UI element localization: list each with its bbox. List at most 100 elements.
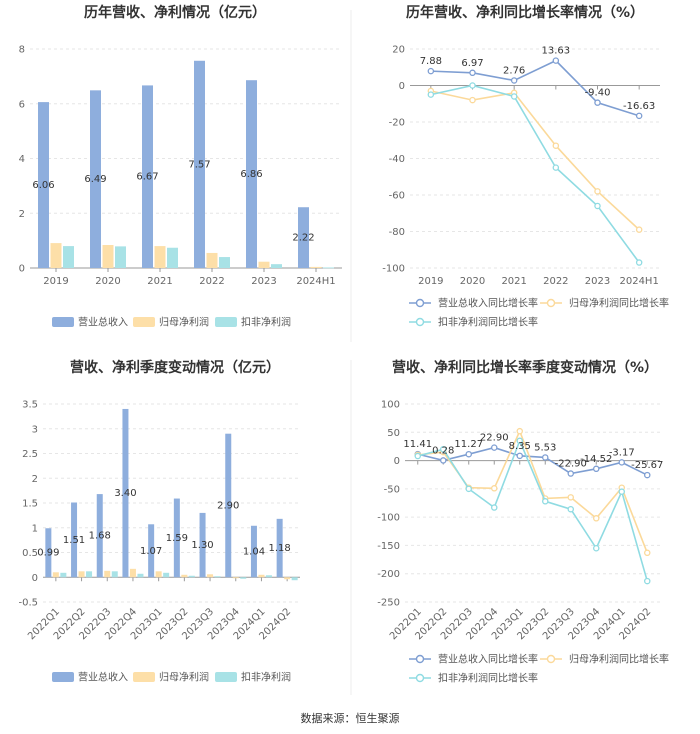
chart-2-y-tick-label: 20 [392,45,405,56]
chart-1-bar-2 [310,266,322,268]
chart-3-bar-3 [163,572,170,578]
chart-3-bar-1 [122,408,129,578]
chart-2-series-point-2 [469,96,476,104]
chart-1-bar-data-label: 6.86 [240,169,262,180]
chart-3-bar-3 [86,571,93,578]
chart-3-bar-1 [45,528,52,578]
chart-4-series-point-3 [465,485,472,493]
chart-3-y-tick-label: 3 [32,424,38,435]
data-source-footer: 数据来源：恒生聚源 [301,711,400,725]
chart-3-bar-1 [250,525,257,578]
chart-2-series-point-3 [469,82,476,89]
chart-3-y-tick-label: 2.5 [22,449,38,460]
chart-4-legend-label: 归母净利润同比增长率 [569,653,669,666]
chart-3-legend-label: 扣非净利润 [241,671,291,684]
chart-1-bar-1 [142,85,153,268]
chart-4-line-data-label: -3.17 [609,447,635,458]
chart-1-bar-2 [154,246,166,268]
chart-3-bar-data-label: 1.07 [140,546,162,557]
chart-4-legend-marker [415,654,425,664]
chart-4-y-tick-label: -150 [377,541,400,552]
chart-3-legend-swatch [52,672,74,682]
chart-3-title: 营收、净利季度变动情况（亿元） [70,359,280,376]
chart-3-bar-data-label: 1.51 [63,535,85,546]
chart-2-series-line-2 [430,90,640,231]
chart-4-series-line-1 [417,446,648,476]
chart-4-series-point-2 [567,494,575,501]
chart-2-series-point-3 [552,164,560,171]
chart-1-y-tick-label: 4 [19,154,25,165]
chart-4-line-data-label: -14.52 [580,454,612,465]
chart-4-series-point-2 [593,515,600,522]
chart-4-y-tick-label: -100 [377,513,400,524]
chart-1-bar-data-label: 6.67 [136,172,158,183]
chart-3-y-tick-label: -0.5 [18,598,38,609]
chart-3-bar-data-label: 1.59 [166,533,188,544]
chart-3-bar-data-label: 1.04 [243,547,265,558]
chart-3-bar-2 [52,572,59,578]
chart-4-series-point-3 [516,437,524,445]
chart-3-bar-1 [276,518,283,578]
chart-4-line-data-label: 0.28 [432,445,454,456]
chart-4-y-tick-label: -200 [377,569,400,580]
chart-2-series-point-1 [635,112,643,120]
chart-1-bar-1 [246,80,257,269]
chart-1-x-tick-label: 2020 [95,276,120,287]
chart-2-y-tick-label: -60 [389,191,405,202]
chart-4-series-point-1 [439,457,447,464]
chart-1-legend-label: 归母净利润 [159,316,209,329]
chart-3-bar-1 [173,498,180,578]
chart-1-bar-1 [298,207,309,268]
chart-2-legend-label: 归母净利润同比增长率 [569,297,669,310]
chart-4-series-point-1 [542,454,549,461]
chart-2-series-line-1 [430,59,640,117]
chart-3-bar-3 [240,577,247,579]
chart-3-bar-data-label: 0.99 [37,548,59,559]
chart-4-legend-label: 扣非净利润同比增长率 [438,672,538,685]
chart-3-y-tick-label: 0 [32,573,38,584]
chart-2-x-tick-label: 2019 [418,276,443,287]
chart-3-bar-2 [78,571,85,578]
chart-3-bar-1 [148,524,155,578]
chart-3-bar-2 [232,577,239,579]
chart-2-line-data-label: -16.63 [623,101,655,112]
chart-4-series-point-2 [490,485,498,492]
chart-4-series-point-1 [593,465,600,473]
chart-3-bar-1 [225,433,232,578]
chart-3-bar-1 [71,502,78,578]
chart-4-series-point-1 [490,444,498,451]
chart-4-y-tick-label: 100 [381,400,400,411]
chart-2-series-point-2 [635,226,643,233]
chart-1-bar-1 [90,90,101,269]
chart-2-line-data-label: 13.63 [542,46,571,57]
chart-3-bar-data-label: 3.40 [114,488,136,499]
chart-1-y-tick-label: 6 [19,99,25,110]
chart-2-legend-label: 营业总收入同比增长率 [438,297,538,310]
chart-2-x-tick-label: 2021 [501,276,526,287]
chart-3-y-tick-label: 0.5 [22,548,38,559]
chart-2-y-tick-label: -20 [389,118,405,129]
chart-1-legend-swatch [52,317,74,327]
chart-4-line-data-label: 11.27 [454,439,483,450]
chart-2-y-tick-label: -80 [389,227,405,238]
chart-4-line-data-label: 8.35 [509,441,531,452]
chart-2-y-tick-label: -100 [382,264,405,275]
chart-4-line-data-label: -25.67 [631,460,663,471]
chart-3-bar-3 [265,575,272,578]
chart-2-legend-marker [546,298,556,308]
chart-2-line-data-label: -9.40 [585,88,611,99]
chart-2-x-tick-label: 2024H1 [619,276,658,287]
chart-3-y-tick-label: 3.5 [22,400,38,411]
chart-1-title: 历年营收、净利情况（亿元） [84,4,266,21]
chart-3-bar-3 [60,572,67,578]
chart-2-legend-marker [415,298,425,308]
chart-1-y-tick-label: 0 [19,264,25,275]
chart-1-bar-data-label: 6.49 [84,174,106,185]
chart-3-bar-1 [96,494,103,578]
chart-3-bar-3 [188,575,195,578]
chart-3-bar-2 [207,574,214,578]
chart-3-bar-2 [258,574,265,578]
chart-2-legend-label: 扣非净利润同比增长率 [438,316,538,329]
chart-4-series-point-3 [618,488,626,495]
chart-4-title: 营收、净利同比增长率季度变动情况（%） [392,359,658,376]
